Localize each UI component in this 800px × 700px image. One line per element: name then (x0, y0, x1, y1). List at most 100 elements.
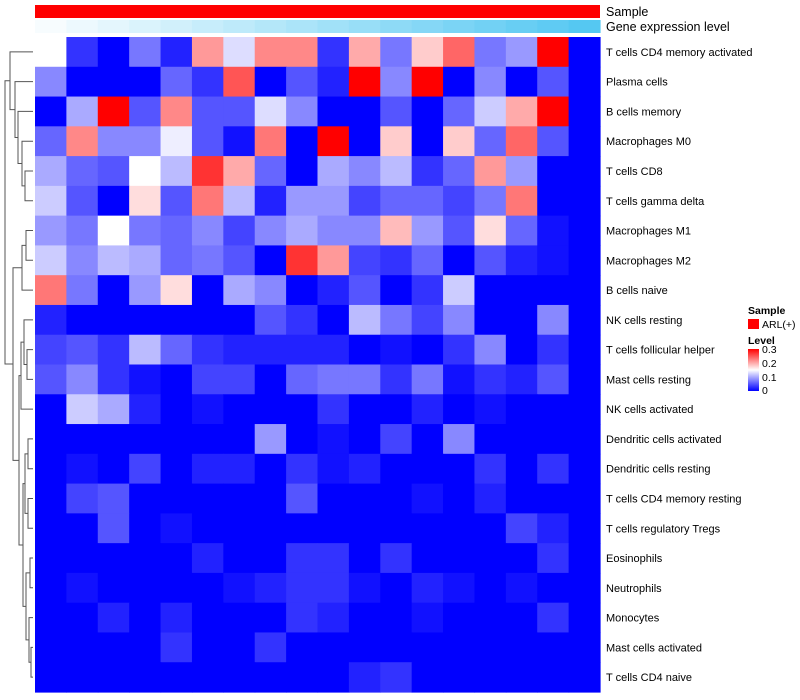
dendrogram-branch (4, 80, 13, 365)
heatmap-cell (474, 334, 507, 366)
heatmap-cell (191, 96, 224, 127)
heatmap-cell (160, 185, 193, 217)
heatmap-cell (568, 424, 601, 455)
row-label: B cells naive (606, 285, 668, 297)
legend-sample-swatch (748, 319, 759, 329)
heatmap-cell (35, 126, 67, 157)
heatmap-cell (254, 662, 287, 693)
legend-level-title: Level (748, 335, 775, 347)
heatmap-cell (348, 156, 381, 187)
heatmap-cell (317, 245, 350, 276)
heatmap-cell (254, 126, 287, 157)
heatmap-cell (380, 394, 413, 425)
heatmap-cell (348, 96, 381, 127)
heatmap-cell (348, 453, 381, 485)
heatmap-cell (129, 37, 162, 68)
heatmap-cell (223, 394, 256, 425)
heatmap-cell (317, 185, 350, 217)
heatmap-cell (223, 245, 256, 276)
heatmap-cell (317, 66, 350, 98)
heatmap-cell (505, 156, 538, 187)
heatmap-cell (474, 453, 507, 485)
row-label: NK cells resting (606, 315, 682, 327)
heatmap-cell (568, 245, 601, 276)
heatmap-cell (35, 275, 67, 306)
heatmap-cell (443, 156, 476, 187)
heatmap-cell (474, 185, 507, 217)
heatmap-cell (568, 126, 601, 157)
heatmap-cell (223, 632, 256, 663)
heatmap-cell (129, 394, 162, 425)
heatmap-cell (35, 37, 67, 68)
heatmap-cell (66, 215, 99, 247)
heatmap-cell (223, 453, 256, 485)
heatmap-cell (505, 602, 538, 634)
heatmap-cell (97, 453, 130, 485)
heatmap-cell (286, 543, 319, 574)
heatmap-cell (97, 513, 130, 544)
heatmap-cell (317, 215, 350, 247)
heatmap-cell (129, 334, 162, 366)
heatmap-cell (66, 662, 99, 693)
legend-level-tick: 0.2 (762, 358, 777, 370)
heatmap-cell (66, 394, 99, 425)
heatmap-cell (129, 662, 162, 693)
heatmap-cell (411, 126, 444, 157)
heatmap-cell (223, 364, 256, 395)
heatmap-cell (537, 364, 570, 395)
heatmap-cell (443, 37, 476, 68)
legend: Sample ARL(+) Level 0.3 0.2 0.1 0 (748, 305, 796, 397)
heatmap-cell (505, 453, 538, 485)
heatmap-cell (97, 245, 130, 276)
annotation-cell-expression (129, 20, 162, 33)
heatmap-cell (537, 275, 570, 306)
heatmap-cell (380, 453, 413, 485)
heatmap-cell (160, 513, 193, 544)
heatmap-cell (191, 126, 224, 157)
heatmap-cell (568, 602, 601, 634)
heatmap-cell (223, 275, 256, 306)
heatmap-cell (443, 334, 476, 366)
heatmap-cell (317, 632, 350, 663)
heatmap-cell (380, 304, 413, 336)
heatmap-cell (97, 37, 130, 68)
heatmap-cell (191, 66, 224, 98)
heatmap-cell (568, 394, 601, 425)
heatmap-cell (505, 245, 538, 276)
legend-sample-entry: ARL(+) (762, 319, 796, 331)
heatmap-cell (191, 602, 224, 634)
heatmap-cell (66, 543, 99, 574)
heatmap-cell (223, 37, 256, 68)
heatmap-cell (97, 215, 130, 247)
row-label: Monocytes (606, 613, 660, 625)
heatmap-cell (223, 572, 256, 604)
heatmap-cell (223, 96, 256, 127)
heatmap-cell (35, 453, 67, 485)
heatmap-cell (254, 304, 287, 336)
heatmap-cell (97, 602, 130, 634)
heatmap-cell (443, 394, 476, 425)
heatmap-cell (380, 156, 413, 187)
heatmap-cell (191, 483, 224, 514)
heatmap-cell (474, 662, 507, 693)
heatmap-cell (254, 572, 287, 604)
heatmap-cell (568, 662, 601, 693)
heatmap-cell (66, 126, 99, 157)
heatmap-cell (537, 602, 570, 634)
heatmap-cell (443, 543, 476, 574)
heatmap-cell (35, 572, 67, 604)
heatmap-cell (443, 483, 476, 514)
heatmap-cell (66, 245, 99, 276)
heatmap-cell (191, 37, 224, 68)
heatmap-cell (537, 304, 570, 336)
dendrogram-branch (27, 497, 33, 529)
heatmap-cell (411, 543, 444, 574)
heatmap-cell (380, 572, 413, 604)
heatmap-cell (129, 543, 162, 574)
heatmap-cell (568, 483, 601, 514)
heatmap-cell (505, 543, 538, 574)
heatmap-cell (160, 275, 193, 306)
row-label: B cells memory (606, 106, 682, 118)
heatmap-cell (286, 156, 319, 187)
dendrogram-branch (17, 110, 33, 165)
